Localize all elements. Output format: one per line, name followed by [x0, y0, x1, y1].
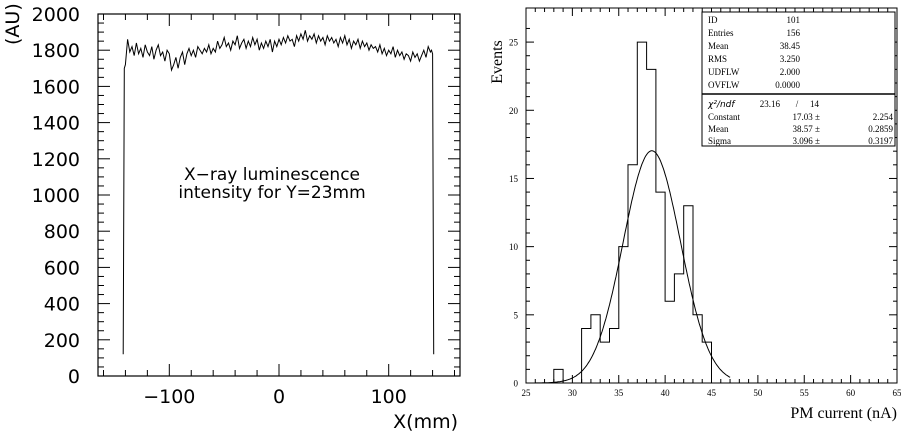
- fit-value-constant: 17.03 ±: [793, 112, 821, 122]
- stats-value-entries: 156: [787, 28, 801, 38]
- right-x-tick-label: 30: [568, 388, 578, 398]
- left-y-tick-label: 800: [44, 221, 80, 243]
- right-x-tick-label: 65: [893, 388, 901, 398]
- right-x-tick-label: 55: [800, 388, 810, 398]
- right-y-axis-label: Events: [489, 40, 506, 84]
- left-x-tick-label: 100: [371, 386, 407, 408]
- fit-label-sigma: Sigma: [708, 136, 731, 146]
- stats-box: ID 101 Entries 156 Mean 38.45 RMS 3.250 …: [701, 11, 896, 147]
- fit-error-mean: 0.2859: [868, 124, 893, 134]
- left-y-tick-label: 1800: [32, 40, 80, 62]
- left-chart: 0200400600800100012001400160018002000−10…: [2, 3, 461, 433]
- chi2-value: 23.16: [760, 99, 781, 109]
- right-x-axis-label: PM current (nA): [790, 405, 897, 422]
- right-x-tick-label: 40: [661, 388, 671, 398]
- stats-value-mean: 38.45: [780, 41, 801, 51]
- left-y-axis-label: (AU): [2, 3, 24, 45]
- annotation-line-2: intensity for Y=23mm: [178, 183, 365, 203]
- right-y-tick-label: 0: [514, 379, 519, 389]
- left-y-tick-label: 600: [44, 257, 80, 279]
- right-axis: 0 5 10 15 20 25 25 30 35 40 45 50 55 60 65: [509, 8, 901, 398]
- left-x-axis-label: X(mm): [393, 411, 458, 433]
- fit-label-constant: Constant: [708, 112, 741, 122]
- right-x-tick-label: 50: [753, 388, 763, 398]
- left-y-tick-label: 400: [44, 294, 80, 316]
- stats-label-ovflw: OVFLW: [708, 80, 740, 90]
- left-y-tick-label: 1200: [32, 149, 80, 171]
- stats-value-id: 101: [787, 15, 801, 25]
- fit-value-mean: 38.57 ±: [793, 124, 821, 134]
- right-x-tick-label: 35: [614, 388, 624, 398]
- histogram-series: [526, 41, 730, 384]
- fit-value-sigma: 3.096 ±: [793, 136, 821, 146]
- left-y-tick-label: 1400: [32, 113, 80, 135]
- left-y-tick-label: 1000: [32, 185, 80, 207]
- left-axis: 0200400600800100012001400160018002000−10…: [32, 4, 460, 408]
- fit-label-mean: Mean: [708, 124, 729, 134]
- stats-value-ovflw: 0.0000: [775, 80, 800, 90]
- left-y-tick-label: 1600: [32, 76, 80, 98]
- gaussian-fit-curve: [535, 150, 731, 384]
- right-x-tick-label: 60: [846, 388, 856, 398]
- right-x-tick-label: 45: [707, 388, 717, 398]
- right-y-tick-label: 10: [509, 242, 519, 252]
- right-y-tick-label: 20: [509, 106, 519, 116]
- fit-error-constant: 2.254: [873, 112, 894, 122]
- left-x-tick-label: −100: [143, 386, 195, 408]
- stats-box-frame: [701, 11, 896, 147]
- left-y-tick-label: 2000: [32, 4, 80, 26]
- right-chart: 0 5 10 15 20 25 25 30 35 40 45 50 55 60 65 Events PM c…: [489, 7, 901, 422]
- left-y-tick-label: 200: [44, 330, 80, 352]
- stats-label-rms: RMS: [708, 54, 727, 64]
- fit-error-sigma: 0.3197: [868, 136, 893, 146]
- stats-label-id: ID: [708, 15, 718, 25]
- stats-value-rms: 3.250: [780, 54, 801, 64]
- luminescence-series-line: [122, 30, 435, 355]
- chi2-separator: /: [796, 99, 799, 109]
- annotation-line-1: X−ray luminescence: [184, 165, 360, 185]
- right-x-tick-label: 25: [522, 388, 532, 398]
- chi2-label: χ²/ndf: [707, 100, 736, 110]
- stats-value-udflw: 2.000: [780, 67, 801, 77]
- left-x-tick-label: 0: [273, 386, 285, 408]
- stats-label-udflw: UDFLW: [708, 67, 740, 77]
- left-y-tick-label: 0: [68, 366, 80, 388]
- right-y-tick-label: 15: [509, 174, 519, 184]
- right-y-tick-label: 25: [509, 38, 519, 48]
- stats-label-mean: Mean: [708, 41, 729, 51]
- ndf-value: 14: [810, 99, 820, 109]
- stats-label-entries: Entries: [708, 28, 734, 38]
- right-y-tick-label: 5: [514, 310, 519, 320]
